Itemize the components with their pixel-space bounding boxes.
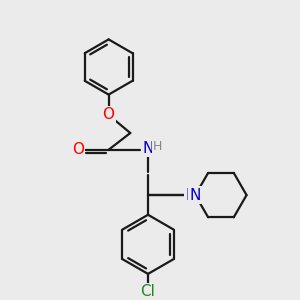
- Text: H: H: [153, 140, 163, 153]
- Text: N: N: [142, 141, 154, 156]
- Text: O: O: [72, 142, 84, 157]
- Text: N: N: [186, 188, 197, 202]
- Text: O: O: [103, 107, 115, 122]
- Text: N: N: [190, 188, 201, 202]
- Text: Cl: Cl: [141, 284, 155, 299]
